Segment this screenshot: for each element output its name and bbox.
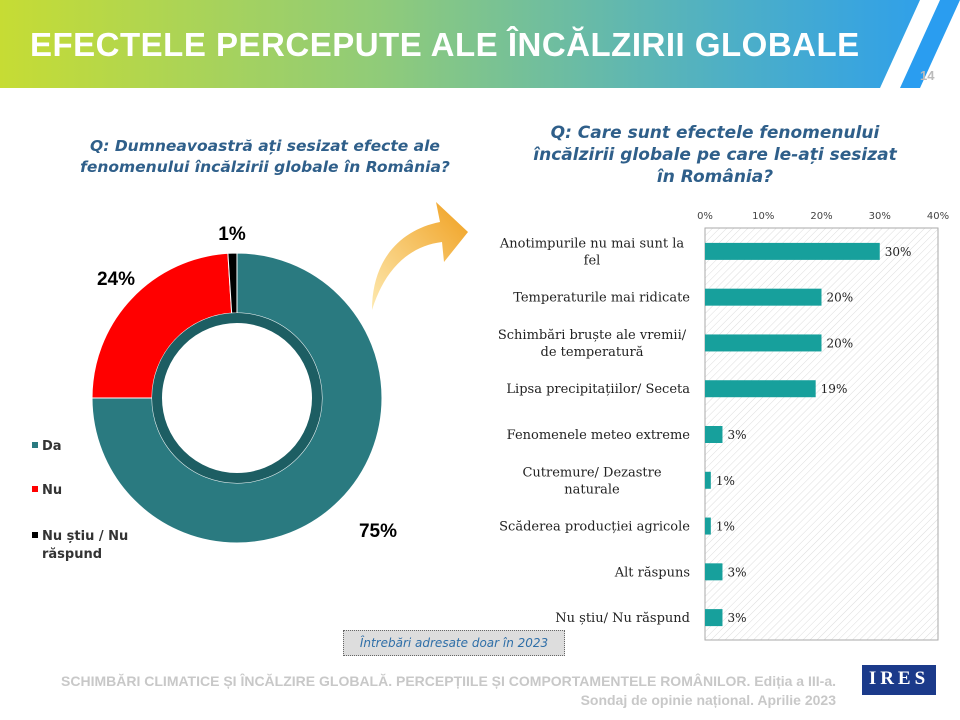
bar — [705, 288, 822, 306]
header-banner — [0, 0, 920, 88]
category-label: Lipsa precipitațiilor/ Seceta — [506, 382, 690, 397]
tick-label: 40% — [927, 211, 949, 222]
bar-label: 3% — [727, 565, 746, 579]
bar-label: 30% — [885, 245, 912, 259]
footer-line1: SCHIMBĂRI CLIMATICE ȘI ÎNCĂLZIRE GLOBALĂ… — [61, 673, 836, 689]
slice-label: 24% — [97, 269, 135, 290]
note-box: Întrebări adresate doar în 2023 — [343, 630, 565, 656]
legend-swatch — [32, 486, 38, 492]
category-label: Temperaturile mai ridicate — [513, 291, 690, 306]
tick-label: 20% — [810, 211, 832, 222]
category-label: naturale — [564, 482, 620, 497]
bar — [705, 242, 880, 260]
bar — [705, 517, 711, 535]
footer: SCHIMBĂRI CLIMATICE ȘI ÎNCĂLZIRE GLOBALĂ… — [61, 672, 836, 710]
legend-label: Da — [42, 439, 62, 454]
category-label: Scăderea producției agricole — [499, 520, 690, 535]
bar — [705, 334, 822, 352]
footer-line2: Sondaj de opinie național. Aprilie 2023 — [580, 692, 836, 708]
legend-label: Nu — [42, 483, 62, 498]
category-label: Nu știu/ Nu răspund — [555, 611, 690, 626]
category-label: Alt răspuns — [614, 565, 690, 580]
bar — [705, 380, 816, 398]
legend-swatch — [32, 532, 38, 538]
right-question: Q: Care sunt efectele fenomenului încălz… — [533, 123, 897, 187]
legend-label: Nu știu / Nu răspund — [42, 529, 128, 562]
category-label: Anotimpurile nu mai sunt la — [499, 236, 685, 251]
bar — [705, 426, 723, 443]
bar-label: 19% — [821, 382, 848, 396]
slice-label: 1% — [218, 224, 246, 245]
tick-label: 0% — [697, 211, 713, 222]
page-title: EFECTELE PERCEPUTE ALE ÎNCĂLZIRII GLOBAL… — [30, 26, 860, 63]
bar-label: 20% — [827, 336, 854, 350]
bar-label: 3% — [727, 428, 746, 442]
left-question: Q: Dumneavoastră ați sesizat efecte ale … — [80, 137, 450, 176]
category-label: Schimbări bruște ale vremii/ — [498, 328, 687, 343]
bar — [705, 563, 723, 581]
arrow-icon — [372, 202, 468, 310]
ires-logo: IRES — [862, 665, 936, 695]
tick-label: 10% — [752, 211, 774, 222]
page-number: 14 — [920, 68, 935, 83]
slice-label: 75% — [359, 521, 397, 542]
category-label: Cutremure/ Dezastre — [522, 465, 661, 480]
category-label: Fenomenele meteo extreme — [507, 428, 691, 443]
bar — [705, 609, 723, 627]
bar-label: 1% — [716, 520, 735, 534]
bar-label: 3% — [727, 611, 746, 625]
legend-swatch — [32, 442, 38, 448]
donut-inner-ring — [152, 313, 322, 483]
bar — [705, 471, 711, 489]
bar-label: 20% — [827, 291, 854, 305]
tick-label: 30% — [869, 211, 891, 222]
category-label: de temperatură — [541, 345, 644, 360]
category-label: fel — [584, 253, 601, 268]
bar-label: 1% — [716, 474, 735, 488]
